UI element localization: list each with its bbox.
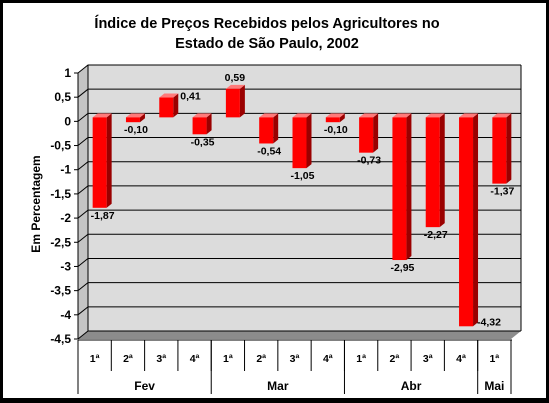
bar-side xyxy=(173,93,179,118)
bar-side xyxy=(306,113,312,169)
plot-back-wall xyxy=(88,65,521,331)
y-tick-label: 1 xyxy=(64,66,71,80)
bar-side xyxy=(439,113,445,228)
bar-top xyxy=(425,113,445,118)
group-label: Abr xyxy=(401,379,422,393)
data-label: -1,87 xyxy=(91,210,115,222)
category-label: 2ª xyxy=(123,353,133,365)
y-axis-label: Em Percentagem xyxy=(29,155,43,252)
category-label: 4ª xyxy=(323,353,333,365)
group-label: Fev xyxy=(134,379,155,393)
bar xyxy=(492,117,507,184)
bar-side xyxy=(506,113,512,184)
bar-top xyxy=(92,113,112,118)
group-label: Mai xyxy=(484,379,504,393)
bar xyxy=(192,117,207,135)
category-label: 1ª xyxy=(90,353,100,365)
bar-top xyxy=(492,113,512,118)
y-tick-label: -1,5 xyxy=(50,187,71,201)
y-tick-label: -3 xyxy=(60,259,71,273)
category-label: 3ª xyxy=(290,353,300,365)
bar-top xyxy=(325,113,345,118)
bar-side xyxy=(339,113,345,123)
y-tick-label: -3,5 xyxy=(50,284,71,298)
y-tick-label: -2,5 xyxy=(50,235,71,249)
category-label: 3ª xyxy=(423,353,433,365)
bar-side xyxy=(106,113,112,208)
y-tick-label: -1 xyxy=(60,163,71,177)
y-tick-label: -4,5 xyxy=(50,332,71,346)
bar-top xyxy=(159,93,179,98)
data-label: -0,35 xyxy=(191,136,215,148)
y-tick-label: 0,5 xyxy=(54,90,71,104)
plot-area: 1 0,5 0 -0,5 -1 -1,5 -2 -2,5 -3 -3,5 -4 -4,5 -1,87 -0… xyxy=(50,64,522,394)
data-label: -2,27 xyxy=(424,229,448,241)
bar-top xyxy=(392,113,412,118)
category-label: 4ª xyxy=(190,353,200,365)
data-label: -1,05 xyxy=(291,170,315,182)
bar-top xyxy=(459,113,479,118)
bar-chart: Índice de Preços Recebidos pelos Agricul… xyxy=(29,15,522,394)
bar-side xyxy=(373,113,379,153)
bar-side xyxy=(239,84,245,118)
chart-title-line2: Estado de São Paulo, 2002 xyxy=(175,36,359,52)
bar xyxy=(292,117,307,169)
bar xyxy=(159,97,174,118)
data-label: 0,41 xyxy=(180,91,201,103)
bar xyxy=(392,117,407,261)
bar xyxy=(425,117,440,228)
bar xyxy=(125,117,140,123)
bar-top xyxy=(259,113,279,118)
category-label: 1ª xyxy=(489,353,499,365)
chart-frame: Índice de Preços Recebidos pelos Agricul… xyxy=(3,3,546,398)
bar-side xyxy=(273,113,279,144)
data-label: -0,54 xyxy=(257,145,281,157)
data-label: -2,95 xyxy=(390,262,414,274)
data-label: 0,59 xyxy=(225,72,246,84)
bar xyxy=(325,117,340,123)
bar-top xyxy=(125,113,145,118)
data-label: -0,73 xyxy=(357,155,381,167)
data-label: -0,10 xyxy=(124,124,148,136)
category-label: 4ª xyxy=(456,353,466,365)
group-label: Mar xyxy=(267,379,289,393)
bar xyxy=(92,117,107,208)
y-tick-label: 0 xyxy=(64,114,71,128)
bar xyxy=(225,88,240,118)
bar-side xyxy=(206,113,212,135)
bar-top xyxy=(192,113,212,118)
category-label: 1ª xyxy=(223,353,233,365)
bar-top xyxy=(292,113,312,118)
y-tick-label: -2 xyxy=(60,211,71,225)
bar-top xyxy=(359,113,379,118)
plot-side-wall xyxy=(78,65,88,339)
category-label: 3ª xyxy=(156,353,166,365)
data-label: -0,10 xyxy=(324,124,348,136)
plot-floor xyxy=(78,331,521,339)
bar xyxy=(459,117,474,327)
bar-side xyxy=(139,113,145,123)
y-tick-label: -4 xyxy=(60,308,71,322)
bar-top xyxy=(225,84,245,89)
data-label: -1,37 xyxy=(490,186,514,198)
y-tick-label: -0,5 xyxy=(50,139,71,153)
chart-title-line1: Índice de Preços Recebidos pelos Agricul… xyxy=(94,15,439,32)
bar-side xyxy=(473,113,479,327)
data-label: -4,32 xyxy=(477,316,501,328)
category-label: 1ª xyxy=(356,353,366,365)
category-label: 2ª xyxy=(390,353,400,365)
bar-side xyxy=(406,113,412,261)
category-label: 2ª xyxy=(256,353,266,365)
bar xyxy=(259,117,274,144)
bar xyxy=(359,117,374,153)
